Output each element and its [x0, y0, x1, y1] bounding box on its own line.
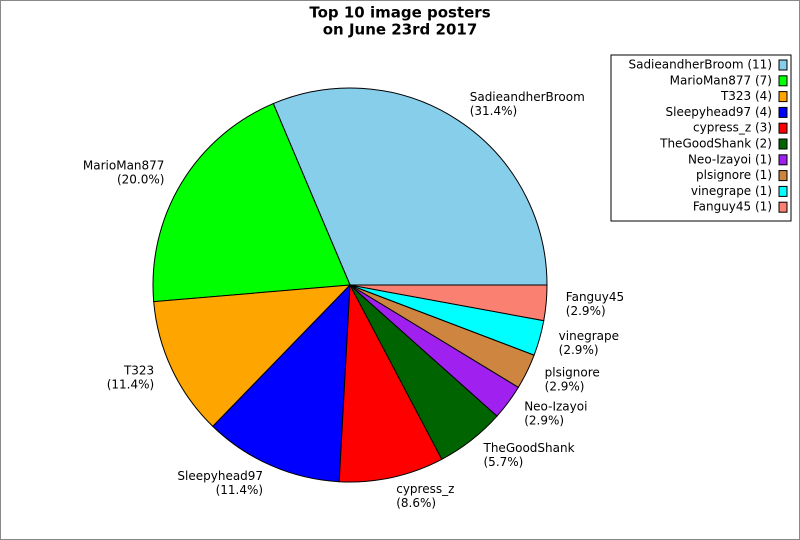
slice-value-label: (2.9%) [559, 343, 599, 357]
pie-slice [212, 283, 351, 483]
legend-label: T323 (4) [720, 89, 772, 103]
legend-label: Sleepyhead97 (4) [666, 105, 772, 119]
legend-swatch [778, 185, 788, 197]
legend-swatch [778, 91, 788, 103]
legend-swatch [778, 106, 788, 118]
slice-value-label: (5.7%) [484, 455, 524, 469]
legend-label: plsignore (1) [696, 168, 772, 182]
slice-value-label: (11.4%) [216, 483, 263, 497]
pie-slice [272, 87, 548, 286]
legend-swatch [778, 59, 788, 71]
slice-label: plsignore [545, 366, 600, 380]
legend-swatch [778, 122, 788, 134]
slice-label: MarioMan877 [83, 159, 165, 173]
pie-slice [153, 284, 352, 428]
chart-title: on June 23rd 2017 [323, 21, 478, 39]
slice-value-label: (8.6%) [396, 496, 436, 510]
pie-slice [338, 283, 443, 483]
slice-value-label: (2.9%) [545, 380, 585, 394]
legend-label: TheGoodShank (2) [659, 137, 772, 151]
slice-value-label: (2.9%) [566, 304, 606, 318]
legend-label: Fanguy45 (1) [693, 200, 772, 214]
slice-value-label: (20.0%) [117, 173, 164, 187]
legend-label: vinegrape (1) [691, 184, 772, 198]
legend-swatch [778, 75, 788, 87]
slice-label: TheGoodShank [483, 441, 575, 455]
slice-label: cypress_z [396, 482, 454, 496]
slice-value-label: (2.9%) [524, 413, 564, 427]
slice-label: Neo-Izayoi [524, 399, 587, 413]
legend-swatch [778, 170, 788, 182]
slice-value-label: (11.4%) [107, 377, 154, 391]
slice-label: Fanguy45 [566, 290, 624, 304]
legend-label: MarioMan877 (7) [670, 73, 772, 87]
chart-title: Top 10 image posters [309, 4, 490, 22]
legend-swatch [778, 138, 788, 150]
slice-label: T323 [123, 363, 154, 377]
legend-label: SadieandherBroom (11) [628, 58, 772, 72]
legend-swatch [778, 154, 788, 166]
legend-label: Neo-Izayoi (1) [688, 152, 772, 166]
slice-label: vinegrape [559, 329, 619, 343]
slice-value-label: (31.4%) [470, 104, 517, 118]
legend-label: cypress_z (3) [693, 121, 772, 135]
pie-slice [349, 284, 548, 322]
pie-slice [152, 102, 351, 303]
slice-label: Sleepyhead97 [177, 469, 263, 483]
legend-swatch [778, 201, 788, 213]
legend-box [610, 54, 792, 222]
slice-label: SadieandherBroom [470, 90, 585, 104]
